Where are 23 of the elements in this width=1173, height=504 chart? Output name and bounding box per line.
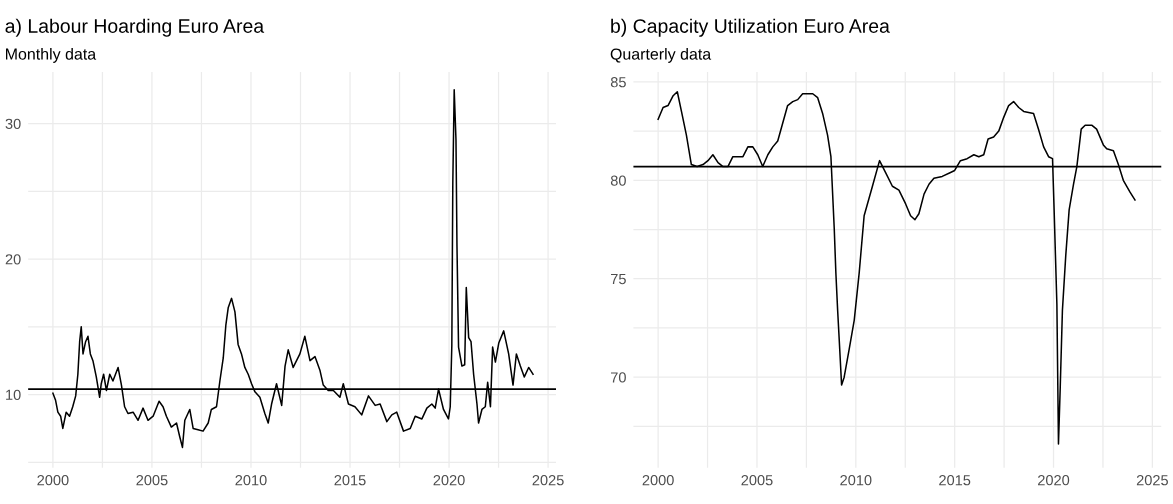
x-tick-label: 2005	[136, 475, 168, 486]
x-tick-label: 2010	[235, 475, 267, 486]
y-tick-label: 70	[611, 372, 626, 383]
chart-subtitle: Monthly data	[6, 48, 97, 63]
x-tick-label: 2000	[37, 475, 69, 486]
y-tick-label: 20	[5, 254, 21, 265]
x-tick-label: 2010	[840, 475, 872, 486]
y-tick-label: 80	[610, 175, 626, 186]
x-tick-label: 2015	[939, 475, 971, 486]
x-tick-label: 2000	[642, 475, 674, 486]
y-tick-label: 75	[611, 274, 626, 285]
x-tick-label: 2025	[532, 475, 564, 486]
x-tick-label: 2005	[741, 475, 773, 486]
x-tick-label: 2015	[334, 475, 366, 486]
chart-title: a) Labour Hoarding Euro Area	[5, 18, 265, 37]
y-tick-label: 85	[610, 77, 626, 88]
chart-subtitle: Quarterly data	[610, 48, 712, 63]
x-tick-label: 2020	[433, 475, 465, 486]
y-tick-label: 30	[5, 118, 21, 129]
x-tick-label: 2020	[1038, 475, 1070, 486]
chart-title: b) Capacity Utilization Euro Area	[611, 18, 890, 37]
y-tick-label: 10	[6, 389, 21, 400]
x-tick-label: 2025	[1136, 475, 1168, 486]
